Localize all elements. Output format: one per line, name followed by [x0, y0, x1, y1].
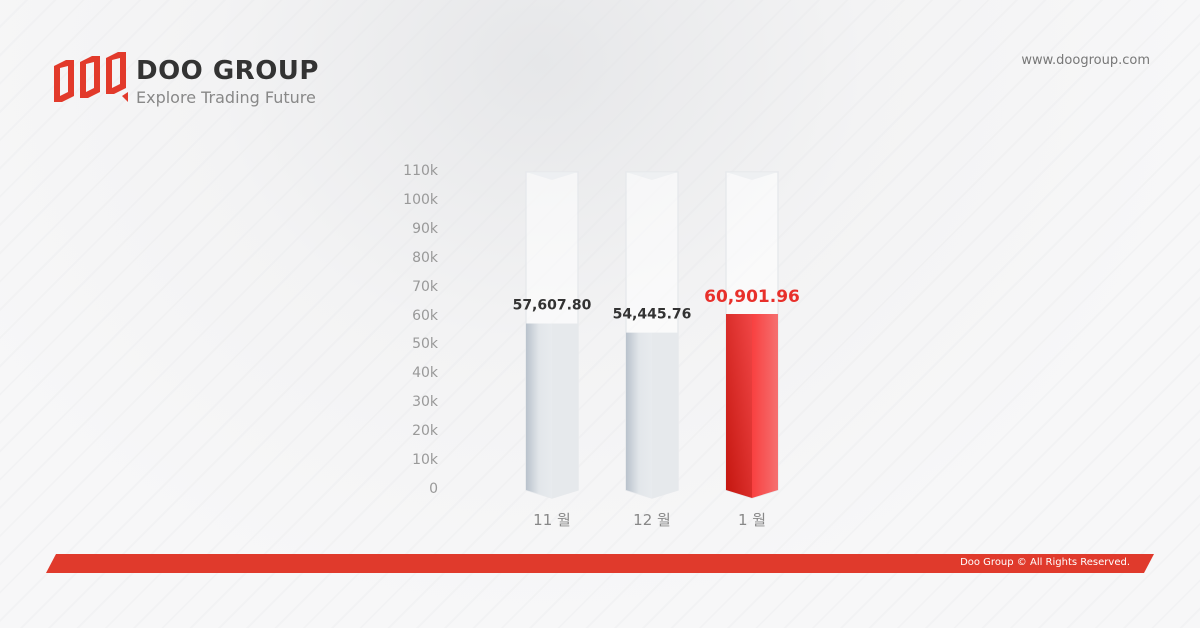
y-tick-label: 10k [412, 452, 438, 469]
data-label: 54,445.76 [613, 307, 692, 323]
doo-logo-icon [54, 52, 128, 102]
bar-left-face [726, 313, 752, 498]
bar-track-top [526, 172, 578, 180]
data-label: 57,607.80 [513, 297, 592, 313]
website-url: www.doogroup.com [1021, 53, 1150, 68]
bar-left-face [626, 332, 652, 498]
bar-right-face [652, 332, 678, 498]
y-tick-label: 20k [412, 423, 438, 440]
y-tick-label: 110k [403, 163, 438, 179]
bar-track-top [626, 172, 678, 180]
x-tick-label: 1 월 [738, 511, 766, 529]
copyright-text: Doo Group © All Rights Reserved. [960, 557, 1130, 568]
y-tick-label: 0 [429, 481, 438, 497]
x-tick-label: 11 월 [533, 511, 571, 529]
y-tick-label: 40k [412, 365, 438, 382]
footer-bar [46, 554, 1154, 573]
bar-right-face [552, 323, 578, 498]
y-tick-label: 50k [412, 336, 438, 353]
bar-right-face [752, 313, 778, 498]
bar-left-face [526, 323, 552, 498]
y-tick-label: 30k [412, 394, 438, 411]
y-tick-label: 80k [412, 249, 438, 266]
y-tick-label: 70k [412, 278, 438, 295]
y-tick-label: 60k [412, 307, 438, 324]
brand-name: DOO GROUP [136, 56, 319, 86]
y-tick-label: 90k [412, 220, 438, 237]
brand-tagline: Explore Trading Future [136, 88, 316, 107]
data-label: 60,901.96 [704, 287, 800, 307]
y-tick-label: 100k [403, 191, 438, 208]
x-tick-label: 12 월 [633, 511, 671, 529]
bar-track-top [726, 172, 778, 180]
